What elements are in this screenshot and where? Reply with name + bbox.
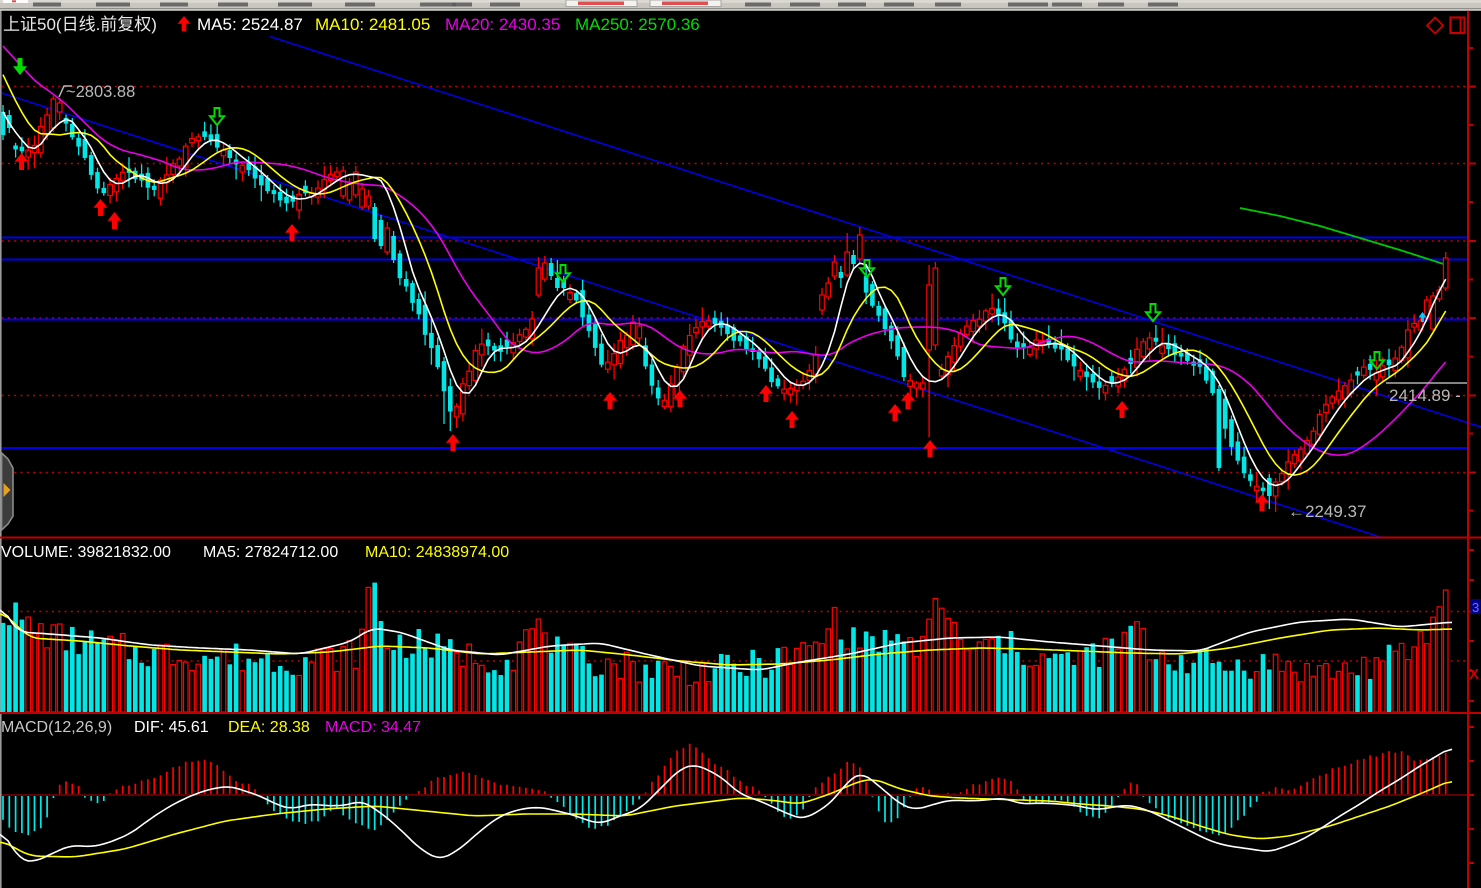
svg-text:MA10: 2481.05: MA10: 2481.05 xyxy=(315,15,430,34)
svg-text:MA5: 2524.87: MA5: 2524.87 xyxy=(197,15,303,34)
svg-text:上证50(日线.前复权): 上证50(日线.前复权) xyxy=(3,15,157,34)
svg-text:←2249.37: ←2249.37 xyxy=(1288,502,1366,521)
svg-text:2414.89 -: 2414.89 - xyxy=(1389,386,1461,405)
svg-text:MACD: 34.47: MACD: 34.47 xyxy=(325,719,421,736)
svg-text:MA250: 2570.36: MA250: 2570.36 xyxy=(575,15,700,34)
svg-text:MACD(12,26,9): MACD(12,26,9) xyxy=(1,719,112,736)
svg-text:X: X xyxy=(1469,666,1479,683)
svg-text:DIF: 45.61: DIF: 45.61 xyxy=(134,719,209,736)
svg-text:MA5: 27824712.00: MA5: 27824712.00 xyxy=(203,544,338,561)
svg-text:~2803.88: ~2803.88 xyxy=(66,83,135,101)
svg-text:VOLUME: 39821832.00: VOLUME: 39821832.00 xyxy=(1,544,171,561)
svg-text:DEA: 28.38: DEA: 28.38 xyxy=(228,719,310,736)
svg-text:MA20: 2430.35: MA20: 2430.35 xyxy=(445,15,560,34)
svg-text:MA10: 24838974.00: MA10: 24838974.00 xyxy=(365,544,509,561)
svg-text:3: 3 xyxy=(1472,600,1479,615)
